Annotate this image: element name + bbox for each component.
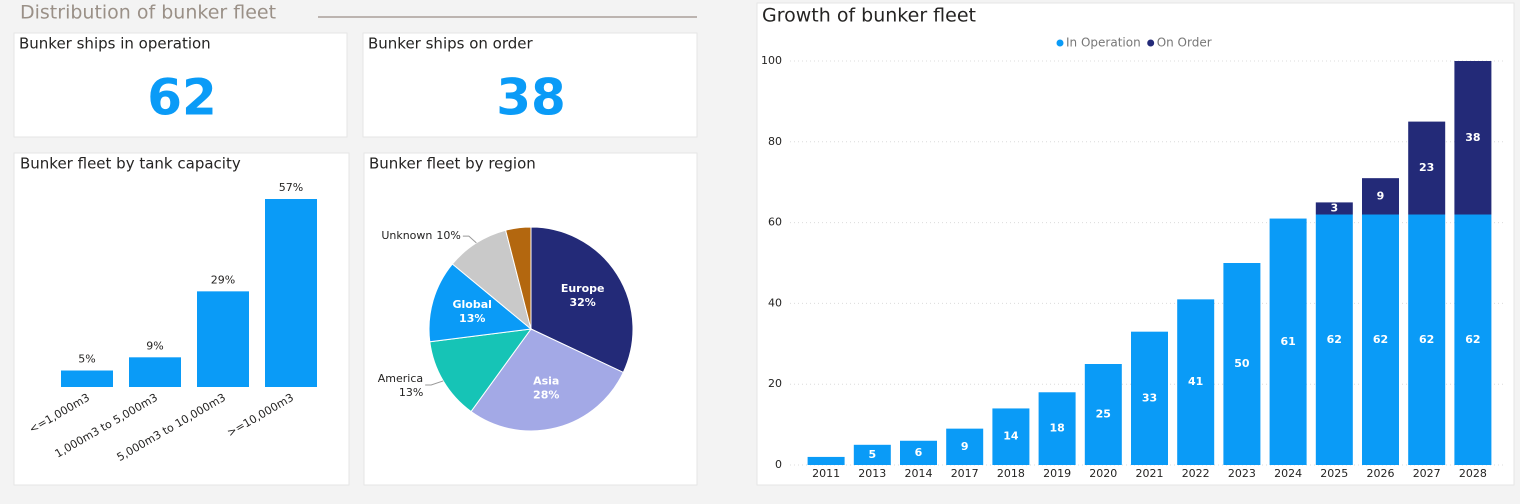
bar-segment (853, 444, 891, 465)
data-label: 50 (1234, 357, 1250, 370)
data-label: 57% (279, 181, 303, 194)
x-tick-label: 2013 (858, 467, 886, 480)
slice-label: Unknown 10% (381, 229, 461, 242)
kpi-card (13, 32, 348, 138)
chart-title: Growth of bunker fleet (762, 5, 976, 27)
data-label: 62 (1327, 333, 1342, 346)
leader-line (425, 380, 444, 386)
slice-value: 28% (533, 388, 559, 401)
legend-marker (1056, 39, 1064, 47)
bar-segment (1177, 299, 1215, 465)
bar-segment (1408, 214, 1446, 465)
y-tick-label: 0 (775, 458, 782, 471)
bar-segment (1131, 331, 1168, 465)
slice-value: 10% (436, 229, 460, 242)
bar-segment (1362, 178, 1399, 215)
bar (197, 291, 249, 387)
data-label: 9 (1377, 189, 1385, 202)
legend-label: On Order (1157, 36, 1212, 50)
data-label: 9% (146, 339, 163, 352)
legend-marker (1147, 39, 1155, 47)
data-label: 6 (915, 446, 923, 459)
slice-label: Asia (533, 374, 559, 387)
data-label: 38 (1465, 131, 1480, 144)
y-tick-label: 40 (768, 296, 782, 309)
bar-segment (807, 456, 845, 465)
data-label: 5 (868, 448, 876, 461)
x-tick-label: 2025 (1320, 467, 1348, 480)
kpi-value: 62 (147, 69, 217, 127)
data-label: 25 (1096, 408, 1111, 421)
slice-label: America (378, 372, 423, 385)
data-label: 62 (1465, 333, 1480, 346)
x-tick-label: 2026 (1367, 467, 1395, 480)
slice-value: 13% (399, 386, 423, 399)
x-tick-label: 2020 (1089, 467, 1117, 480)
y-tick-label: 60 (768, 216, 782, 229)
data-label: 61 (1280, 335, 1295, 348)
kpi-value: 38 (496, 69, 566, 127)
slice-label: Global (453, 298, 492, 311)
x-tick-label: 2023 (1228, 467, 1256, 480)
kpi-label: Bunker ships in operation (19, 35, 211, 53)
data-label: 14 (1003, 430, 1019, 443)
x-tick-label: 2011 (812, 467, 840, 480)
data-label: 41 (1188, 375, 1203, 388)
bar-segment (1038, 392, 1076, 465)
data-label: 62 (1419, 333, 1434, 346)
pie-slice (428, 263, 533, 343)
x-tick-label: 2017 (951, 467, 979, 480)
x-tick-label: 2014 (905, 467, 933, 480)
data-label: 5% (78, 353, 95, 366)
x-tick-label: 2028 (1459, 467, 1487, 480)
kpi-card (362, 32, 698, 138)
pie-slice (470, 328, 624, 432)
bar-segment (1454, 214, 1492, 465)
bar-segment (1408, 121, 1446, 215)
y-tick-label: 80 (768, 135, 782, 148)
chart-title: Bunker fleet by tank capacity (20, 155, 241, 173)
bar-segment (1269, 218, 1307, 465)
kpi-label: Bunker ships on order (368, 35, 533, 53)
y-tick-label: 100 (761, 54, 782, 67)
chart-title: Bunker fleet by region (369, 155, 536, 173)
slice-value: 13% (459, 312, 485, 325)
bar-segment (992, 408, 1030, 465)
data-label: 29% (211, 273, 235, 286)
leader-line (462, 235, 477, 244)
slice-label: Europe (561, 282, 605, 295)
pie-slice (530, 226, 634, 374)
x-tick-label: 2021 (1136, 467, 1164, 480)
data-label: 18 (1049, 422, 1064, 435)
bar-segment (1315, 214, 1353, 465)
pie-slice (505, 226, 532, 330)
x-tick-label: 2024 (1274, 467, 1302, 480)
bar-segment (1362, 214, 1399, 465)
slice-value: 32% (570, 296, 596, 309)
bar (61, 370, 113, 387)
section-title: Distribution of bunker fleet (20, 2, 276, 24)
bar-segment (900, 440, 937, 465)
x-tick-label: 2019 (1043, 467, 1071, 480)
data-label: 23 (1419, 161, 1434, 174)
bar-segment (946, 428, 984, 465)
data-label: 62 (1373, 333, 1388, 346)
x-tick-label: 2018 (997, 467, 1025, 480)
data-label: 33 (1142, 391, 1157, 404)
x-tick-label: 2027 (1413, 467, 1441, 480)
data-label: 3 (1330, 201, 1338, 214)
bar (129, 357, 181, 387)
slice-label-name: Unknown (381, 229, 432, 242)
bar-segment (1454, 61, 1492, 215)
bar-segment (1315, 202, 1353, 215)
bar-segment (1084, 364, 1122, 465)
data-label: 9 (961, 440, 969, 453)
y-tick-label: 20 (768, 377, 782, 390)
x-tick-label: 2022 (1182, 467, 1210, 480)
bar (265, 199, 317, 387)
bar-segment (1223, 263, 1261, 465)
legend-label: In Operation (1066, 36, 1141, 50)
